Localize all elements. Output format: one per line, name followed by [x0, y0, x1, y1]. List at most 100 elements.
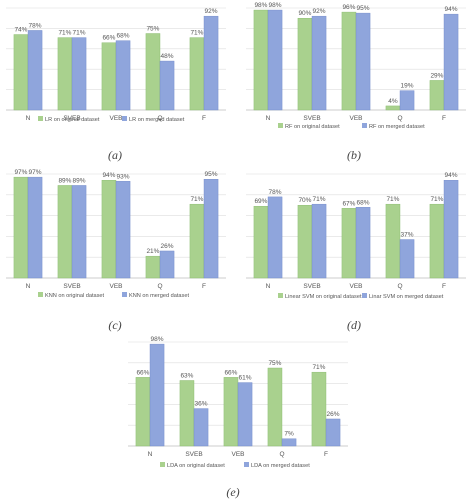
chart-0-bar-n-series-1 — [27, 30, 43, 111]
chart-0-data-label: 71% — [73, 30, 86, 37]
chart-1-bar-n-series-1 — [267, 9, 283, 111]
chart-1-data-label: 90% — [298, 10, 311, 17]
chart-2-data-label: 95% — [205, 171, 218, 178]
chart-2-data-label: 21% — [146, 248, 159, 255]
chart-3-bar-f-series-1 — [443, 180, 459, 279]
chart-1-legend-swatch-1 — [362, 123, 367, 128]
chart-2-legend-swatch-1 — [122, 292, 127, 297]
caption-c: (c) — [108, 318, 122, 332]
chart-4-tick-label: F — [324, 451, 328, 458]
chart-4-legend-swatch-0 — [160, 462, 165, 467]
chart-2-bar-sveb-series-0 — [57, 185, 73, 279]
chart-0-legend-label-0: LR on original dataset — [45, 117, 100, 123]
chart-0-bar-sveb-series-0 — [57, 37, 73, 111]
chart-0-bar-n-series-0 — [13, 34, 29, 111]
chart-3-data-label: 69% — [254, 198, 267, 205]
chart-4-bar-sveb-series-1 — [193, 408, 209, 447]
chart-1-data-label: 95% — [357, 5, 370, 12]
chart-3-data-label: 71% — [386, 196, 399, 203]
chart-0-tick-label: SVEB — [63, 115, 80, 122]
chart-4-tick-label: Q — [279, 451, 284, 458]
chart-2-bar-sveb-series-1 — [71, 185, 87, 279]
chart-2-tick-label: F — [202, 283, 206, 290]
chart-4-legend-swatch-1 — [244, 462, 249, 467]
caption-e: (e) — [226, 485, 240, 499]
chart-0-tick-label: N — [26, 115, 31, 122]
caption-b: (b) — [347, 148, 361, 162]
chart-1-legend-label-1: RF on merged dataset — [369, 124, 425, 130]
chart-2-tick-label: VEB — [109, 283, 122, 290]
chart-4-data-label: 66% — [224, 369, 237, 376]
chart-1-bar-q-series-1 — [399, 90, 415, 111]
chart-3-data-label: 78% — [269, 189, 282, 196]
chart-1-data-label: 19% — [401, 83, 414, 90]
chart-0-data-label: 71% — [58, 30, 71, 37]
chart-3-bar-sveb-series-1 — [311, 203, 327, 279]
chart-3-data-label: 70% — [298, 197, 311, 204]
chart-2-bar-n-series-0 — [13, 176, 29, 279]
chart-2-tick-label: N — [26, 283, 31, 290]
chart-2-bar-q-series-1 — [159, 250, 175, 279]
chart-1-data-label: 29% — [430, 72, 443, 79]
chart-4-bar-veb-series-0 — [223, 377, 239, 447]
chart-1-data-label: 98% — [254, 2, 267, 9]
chart-1-data-label: 98% — [269, 2, 282, 9]
chart-4-bar-f-series-0 — [311, 371, 327, 447]
chart-2-data-label: 94% — [102, 172, 115, 179]
chart-3-data-label: 67% — [342, 200, 355, 207]
chart-1-legend-label-0: RF on original dataset — [285, 124, 340, 130]
chart-0-legend-swatch-1 — [122, 116, 127, 121]
chart-2-tick-label: Q — [157, 283, 162, 290]
chart-4-data-label: 66% — [136, 369, 149, 376]
chart-3-data-label: 37% — [401, 232, 414, 239]
chart-1-data-label: 4% — [388, 98, 398, 105]
chart-0-tick-label: Q — [157, 115, 162, 122]
chart-4-bar-n-series-1 — [149, 343, 165, 447]
chart-3-legend-label-0: Linear SVM on original dataset — [285, 294, 362, 300]
chart-2-legend-label-1: KNN on merged dataset — [129, 293, 189, 299]
chart-3-data-label: 94% — [445, 172, 458, 179]
chart-2-data-label: 93% — [117, 173, 130, 180]
chart-2-bar-f-series-1 — [203, 178, 219, 279]
chart-0-data-label: 78% — [29, 22, 42, 29]
chart-3-bar-q-series-1 — [399, 239, 415, 279]
chart-1-data-label: 94% — [445, 6, 458, 13]
chart-1-bar-veb-series-1 — [355, 12, 371, 111]
chart-2-data-label: 26% — [161, 243, 174, 250]
chart-0-bar-f-series-1 — [203, 15, 219, 111]
chart-3-bar-f-series-0 — [429, 203, 445, 279]
chart-1-tick-label: SVEB — [303, 115, 320, 122]
chart-3-tick-label: VEB — [349, 283, 362, 290]
chart-3-bar-n-series-1 — [267, 196, 283, 279]
chart-4-data-label: 71% — [312, 364, 325, 371]
chart-3-bar-sveb-series-0 — [297, 204, 313, 279]
chart-2-data-label: 97% — [29, 169, 42, 176]
chart-4-data-label: 63% — [180, 372, 193, 379]
chart-4-bar-q-series-0 — [267, 367, 283, 447]
chart-3-legend-label-1: Linar SVM on merged dataset — [369, 294, 444, 300]
chart-4-bar-n-series-0 — [135, 377, 151, 447]
chart-2-data-label: 97% — [14, 169, 27, 176]
chart-1-tick-label: Q — [397, 115, 402, 122]
chart-1-tick-label: VEB — [349, 115, 362, 122]
chart-4-data-label: 75% — [268, 360, 281, 367]
chart-2-bar-veb-series-0 — [101, 180, 117, 279]
chart-3-tick-label: Q — [397, 283, 402, 290]
chart-0-data-label: 74% — [14, 27, 27, 34]
chart-1-bar-veb-series-0 — [341, 11, 357, 111]
chart-2-bar-f-series-0 — [189, 203, 205, 279]
chart-0-bar-q-series-0 — [145, 33, 161, 111]
chart-3-legend-swatch-1 — [362, 293, 367, 298]
chart-0-bar-f-series-0 — [189, 37, 205, 111]
chart-4-data-label: 61% — [239, 375, 252, 382]
chart-0-legend-label-1: LR on merged dataset — [129, 117, 185, 123]
chart-0-tick-label: F — [202, 115, 206, 122]
chart-3-bar-veb-series-0 — [341, 208, 357, 279]
chart-4-data-label: 7% — [284, 431, 294, 438]
chart-3-legend-swatch-0 — [278, 293, 283, 298]
chart-3-tick-label: SVEB — [303, 283, 320, 290]
chart-4-legend-label-1: LDA on merged dataset — [251, 463, 310, 469]
chart-4-bar-veb-series-1 — [237, 382, 253, 447]
chart-1-data-label: 96% — [342, 4, 355, 11]
